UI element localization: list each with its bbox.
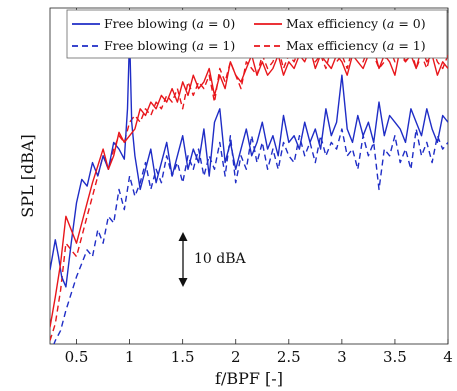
series-layer <box>50 34 448 344</box>
scale-annotation: 10 dBA <box>178 232 247 287</box>
legend-label: Max efficiency (a = 1) <box>286 38 426 53</box>
legend-entry-max-efficiency-a0: Max efficiency (a = 0) <box>254 16 426 31</box>
legend-entry-free-blowing-a0: Free blowing (a = 0) <box>72 16 235 31</box>
x-axis-title: f/BPF [-] <box>215 369 283 388</box>
x-tick-label: 2.5 <box>277 348 301 366</box>
x-tick-label: 3 <box>337 348 347 366</box>
legend-entry-max-efficiency-a1: Max efficiency (a = 1) <box>254 38 426 53</box>
series-line-0 <box>50 34 448 288</box>
plot-area <box>49 7 449 345</box>
x-tick-label: 4 <box>443 348 453 366</box>
x-tick-label: 0.5 <box>65 348 89 366</box>
legend-box <box>66 9 448 59</box>
legend-label: Max efficiency (a = 0) <box>286 16 426 31</box>
legend: Free blowing (a = 0) Max efficiency (a =… <box>66 9 448 59</box>
series-line-2 <box>53 128 448 344</box>
scale-arrow-down-icon <box>178 278 188 287</box>
series-line-1 <box>50 47 448 328</box>
legend-label: Free blowing (a = 0) <box>104 16 235 31</box>
legend-label: Free blowing (a = 1) <box>104 38 235 53</box>
scale-annotation-label: 10 dBA <box>194 251 247 267</box>
x-tick-label: 2 <box>231 348 241 366</box>
x-tick-label: 1 <box>125 348 135 366</box>
y-axis-title: SPL [dBA] <box>18 134 37 217</box>
x-tick-label: 3.5 <box>383 348 407 366</box>
x-tick-label: 1.5 <box>171 348 195 366</box>
scale-arrow-up-icon <box>178 232 188 241</box>
legend-entry-free-blowing-a1: Free blowing (a = 1) <box>72 38 235 53</box>
